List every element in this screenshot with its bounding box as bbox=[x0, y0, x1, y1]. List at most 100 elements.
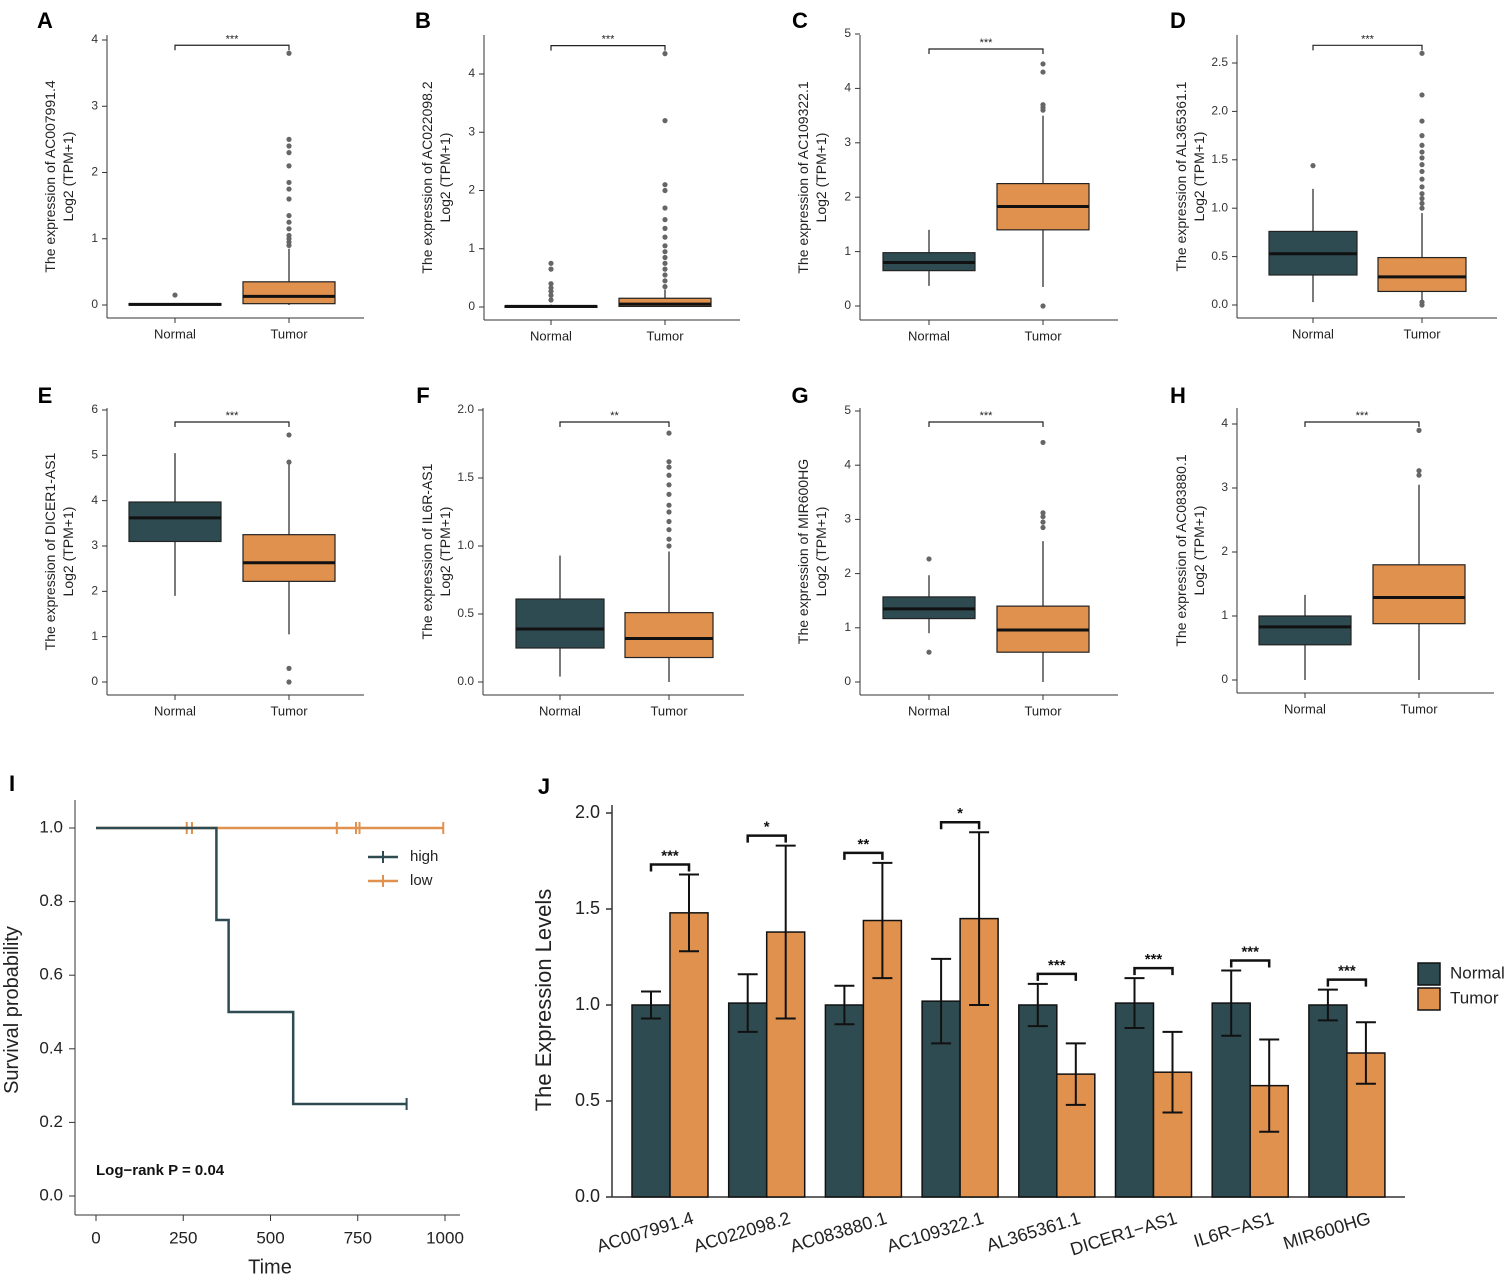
y-axis-unit: Log2 (TPM+1) bbox=[1191, 506, 1207, 596]
box-panel-B: B 0 1 2 3 4 Normal Tumor The expression of AC022… bbox=[415, 8, 740, 343]
x-tick-label: Normal bbox=[908, 328, 950, 343]
significance-label: *** bbox=[1338, 963, 1356, 980]
bar-normal bbox=[631, 1004, 671, 1198]
y-axis-unit: Log2 (TPM+1) bbox=[1191, 132, 1207, 222]
y-tick-label: 0.2 bbox=[39, 1112, 63, 1131]
outlier-point bbox=[286, 212, 292, 219]
y-axis-title: The expression of AC083880.1 bbox=[1173, 454, 1189, 646]
y-tick-label: 0.8 bbox=[39, 891, 63, 910]
outlier-point bbox=[1040, 524, 1046, 531]
box-body-tumor bbox=[242, 281, 336, 305]
y-tick-label: 4 bbox=[844, 81, 851, 95]
outlier-point bbox=[926, 649, 932, 655]
logrank-annotation: Log−rank P = 0.04 bbox=[96, 1162, 225, 1179]
legend-swatch-normal bbox=[1417, 962, 1441, 986]
outlier-point bbox=[666, 509, 672, 515]
outlier-point bbox=[1419, 155, 1425, 161]
y-tick-label: 4 bbox=[91, 493, 98, 507]
legend-label-high: high bbox=[410, 848, 438, 865]
y-tick-label: 4 bbox=[91, 32, 98, 46]
y-tick-label: 1 bbox=[844, 244, 851, 258]
significance-bracket bbox=[843, 851, 884, 860]
y-tick-label: 2 bbox=[1221, 544, 1228, 558]
outlier-point bbox=[286, 150, 292, 156]
y-axis-title: The expression of AL365361.1 bbox=[1173, 81, 1189, 271]
significance-bracket bbox=[174, 421, 290, 427]
significance-label: * bbox=[764, 819, 770, 836]
y-axis-unit: Log2 (TPM+1) bbox=[813, 133, 829, 223]
outlier-point bbox=[1040, 303, 1046, 309]
outlier-point bbox=[1419, 162, 1425, 168]
significance-bracket bbox=[1304, 421, 1420, 427]
y-tick-label: 0.0 bbox=[39, 1185, 63, 1204]
y-tick-label: 0 bbox=[91, 297, 98, 311]
significance-label: * bbox=[957, 805, 963, 822]
y-axis-title: The expression of DICER1-AS1 bbox=[42, 452, 58, 650]
outlier-point bbox=[286, 226, 292, 232]
y-tick-label: 5 bbox=[91, 448, 98, 462]
outlier-point bbox=[286, 163, 292, 169]
y-tick-label: 0.5 bbox=[457, 606, 474, 620]
outlier-point bbox=[1310, 163, 1316, 169]
y-tick-label: 4 bbox=[468, 66, 475, 80]
outlier-point bbox=[662, 205, 668, 211]
outlier-point bbox=[666, 491, 672, 497]
outlier-point bbox=[662, 266, 668, 272]
y-tick-label: 3 bbox=[844, 512, 851, 526]
outlier-point bbox=[666, 482, 672, 488]
outlier-point bbox=[548, 285, 554, 291]
outlier-point bbox=[662, 217, 668, 223]
outlier-point bbox=[666, 464, 672, 470]
y-tick-label: 0.6 bbox=[39, 965, 63, 984]
y-axis-unit: Log2 (TPM+1) bbox=[60, 507, 76, 597]
y-tick-label: 0.4 bbox=[39, 1038, 63, 1057]
y-axis-title: The Expression Levels bbox=[531, 889, 556, 1112]
outlier-point bbox=[666, 472, 672, 478]
outlier-point bbox=[662, 272, 668, 278]
outlier-point bbox=[1040, 61, 1046, 67]
box-body-tumor bbox=[242, 534, 336, 582]
y-tick-label: 2.0 bbox=[575, 802, 600, 822]
significance-label: *** bbox=[226, 33, 240, 45]
bar-normal bbox=[824, 1004, 865, 1198]
y-tick-label: 6 bbox=[91, 402, 98, 416]
y-tick-label: 3 bbox=[844, 135, 851, 149]
outlier-point bbox=[1419, 299, 1425, 305]
significance-bracket bbox=[939, 820, 981, 830]
outlier-point bbox=[286, 232, 292, 239]
outlier-point bbox=[1419, 142, 1425, 148]
outlier-point bbox=[286, 219, 292, 225]
outlier-point bbox=[662, 249, 668, 255]
significance-bracket bbox=[746, 834, 787, 843]
x-tick-label: AC109322.1 bbox=[884, 1208, 986, 1256]
outlier-point bbox=[662, 118, 668, 124]
y-tick-label: 3 bbox=[91, 538, 98, 552]
outlier-point bbox=[1419, 184, 1425, 190]
significance-label: *** bbox=[1145, 951, 1163, 968]
x-tick-label: AC083880.1 bbox=[788, 1208, 890, 1256]
significance-bracket bbox=[1133, 966, 1174, 976]
significance-label: ** bbox=[858, 836, 870, 853]
outlier-point bbox=[548, 292, 554, 298]
outlier-point bbox=[1419, 118, 1425, 124]
outlier-point bbox=[286, 143, 292, 149]
outlier-point bbox=[1040, 439, 1046, 446]
outlier-point bbox=[662, 182, 668, 188]
box-body-normal bbox=[128, 501, 222, 543]
significance-label: *** bbox=[980, 37, 994, 49]
survival-panel: I 0.0 0.2 0.4 0.6 0.8 1.0 0 250 500 750 1000 Time Sur… bbox=[1, 771, 464, 1278]
y-tick-label: 1 bbox=[91, 629, 98, 643]
x-tick-label: 250 bbox=[169, 1228, 197, 1247]
legend-label-low: low bbox=[410, 872, 433, 889]
box-panel-C: C 0 1 2 3 4 5 Normal Tumor The expression of AC10… bbox=[792, 8, 1118, 343]
y-axis-title: The expression of MIR600HG bbox=[795, 459, 811, 644]
outlier-point bbox=[662, 187, 668, 194]
outlier-point bbox=[662, 234, 668, 240]
x-tick-label: 750 bbox=[344, 1228, 372, 1247]
outlier-point bbox=[662, 278, 668, 284]
box-body-tumor bbox=[624, 612, 714, 659]
y-tick-label: 4 bbox=[1221, 416, 1228, 430]
y-tick-label: 0.5 bbox=[1211, 249, 1228, 263]
outlier-point bbox=[1419, 168, 1425, 175]
significance-bracket bbox=[649, 863, 691, 872]
